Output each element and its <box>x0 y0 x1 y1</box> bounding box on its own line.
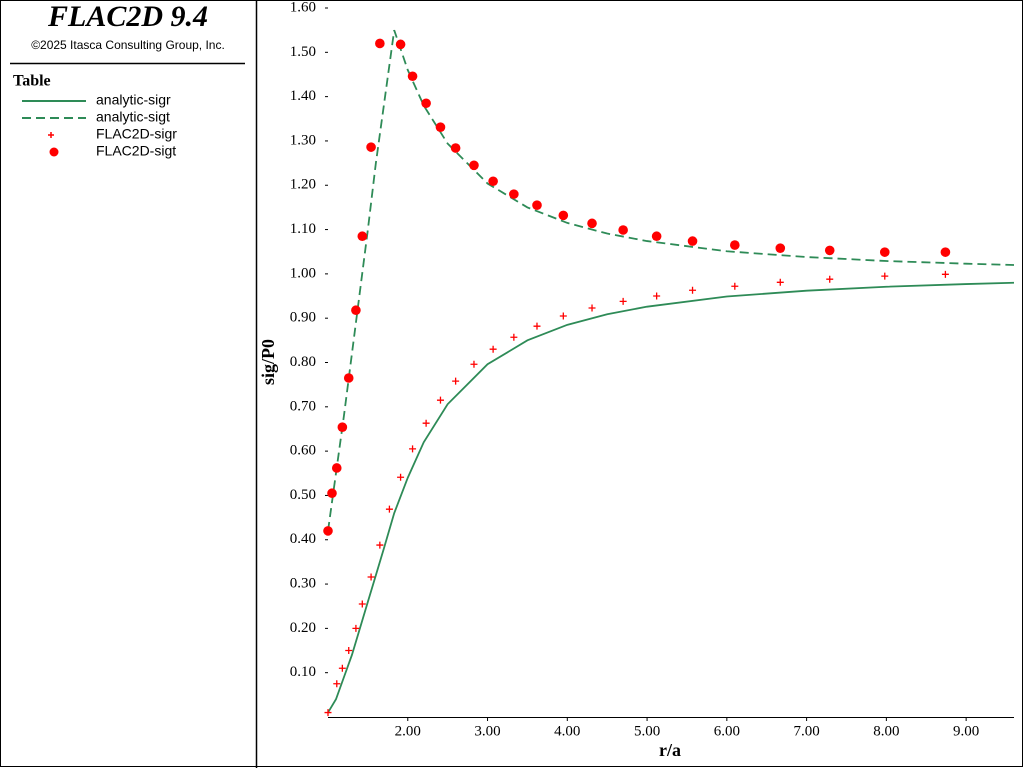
plus-marker <box>470 360 478 368</box>
y-tick-label: 0.80 <box>290 354 316 370</box>
y-tick-label: 0.20 <box>290 620 316 636</box>
plus-marker <box>559 312 567 320</box>
plus-marker <box>941 270 949 278</box>
plus-marker <box>489 345 497 353</box>
plus-marker <box>436 396 444 404</box>
y-tick-label: 0.90 <box>290 310 316 326</box>
y-tick-label: 0.70 <box>290 398 316 414</box>
x-tick-label: 4.00 <box>554 723 580 739</box>
circle-marker <box>323 526 333 536</box>
plus-marker <box>881 272 889 280</box>
x-tick-label: 5.00 <box>634 723 660 739</box>
circle-marker <box>687 236 698 246</box>
circle-marker <box>395 39 406 50</box>
plot-area <box>323 29 1015 717</box>
plus-marker <box>422 419 430 427</box>
circle-marker <box>351 305 361 316</box>
plus-marker <box>689 286 697 294</box>
y-tick-label: 1.50 <box>290 44 316 60</box>
x-tick-label: 9.00 <box>953 723 979 739</box>
y-tick-label: 0.60 <box>290 443 316 459</box>
x-tick-label: 6.00 <box>714 723 740 739</box>
y-tick-label: 1.00 <box>290 265 316 281</box>
plus-marker <box>397 473 405 481</box>
y-tick-label: 0.10 <box>290 664 316 680</box>
y-tick-label: 0.50 <box>290 487 316 503</box>
circle-marker <box>618 225 628 235</box>
legend-title: Table <box>13 73 51 90</box>
plus-marker <box>409 445 417 453</box>
plus-marker <box>376 541 384 549</box>
circle-marker <box>469 160 479 171</box>
y-axis-label: sig/P0 <box>258 339 278 385</box>
plus-marker <box>653 292 661 300</box>
plus-marker <box>358 600 366 608</box>
y-tick-label: 0.40 <box>290 531 316 547</box>
circle-marker <box>587 218 597 229</box>
circle-marker <box>775 243 786 253</box>
plus-marker <box>776 278 784 286</box>
circle-marker <box>558 210 569 221</box>
circle-marker <box>450 143 461 153</box>
circle-marker <box>532 200 542 210</box>
chart-title: FLAC2D 9.4 <box>47 0 208 33</box>
legend-label: analytic-sigt <box>96 109 170 125</box>
circle-marker <box>509 189 519 199</box>
circle-marker <box>327 488 337 499</box>
series-line <box>327 29 1015 532</box>
legend-symbol <box>48 132 54 138</box>
circle-marker <box>651 231 662 242</box>
circle-marker <box>488 176 498 187</box>
legend-label: FLAC2D-sigt <box>96 143 176 159</box>
plus-marker <box>533 322 541 330</box>
plus-marker <box>619 297 627 305</box>
circle-marker <box>940 247 951 257</box>
plus-marker <box>345 647 353 655</box>
x-tick-label: 7.00 <box>793 723 819 739</box>
series-line <box>327 281 1015 714</box>
x-tick-label: 2.00 <box>395 723 421 739</box>
plus-marker <box>324 709 332 717</box>
circle-marker <box>730 240 740 250</box>
x-axis-label: r/a <box>659 740 681 760</box>
x-tick-label: 8.00 <box>873 723 899 739</box>
circle-marker <box>366 142 376 152</box>
plus-marker <box>452 377 460 385</box>
y-tick-label: 1.20 <box>290 177 316 193</box>
plus-marker <box>731 282 739 290</box>
y-tick-label: 0.30 <box>290 576 316 592</box>
y-tick-label: 1.60 <box>290 0 316 15</box>
circle-marker <box>824 245 835 256</box>
plus-marker <box>385 505 393 513</box>
plus-marker <box>588 304 596 312</box>
legend-symbol <box>49 147 59 157</box>
circle-marker <box>337 422 348 432</box>
y-tick-label: 1.10 <box>290 221 316 237</box>
subtitle: ©2025 Itasca Consulting Group, Inc. <box>31 38 225 52</box>
plus-marker <box>826 275 834 283</box>
circle-marker <box>357 231 368 242</box>
plus-marker <box>510 333 518 341</box>
circle-marker <box>421 98 431 109</box>
circle-marker <box>331 463 342 473</box>
y-tick-label: 1.30 <box>290 132 316 148</box>
plus-marker <box>367 573 375 581</box>
legend-label: FLAC2D-sigr <box>96 126 177 142</box>
x-tick-label: 3.00 <box>474 723 500 739</box>
legend-label: analytic-sigr <box>96 92 171 108</box>
plus-marker <box>338 664 346 672</box>
circle-marker <box>407 71 418 82</box>
plus-marker <box>333 680 341 688</box>
circle-marker <box>375 38 385 49</box>
circle-marker <box>879 247 890 257</box>
y-tick-label: 1.40 <box>290 88 316 104</box>
plus-marker <box>352 624 360 632</box>
circle-marker <box>343 373 354 383</box>
circle-marker <box>435 122 446 133</box>
